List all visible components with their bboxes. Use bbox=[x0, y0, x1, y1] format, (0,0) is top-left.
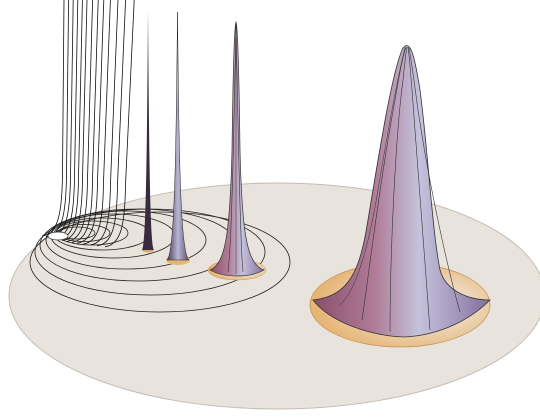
needle-line bbox=[82, 0, 111, 245]
needle-line bbox=[71, 0, 99, 243]
needle-line bbox=[61, 0, 88, 241]
needle-line bbox=[104, 0, 135, 248]
needle-line bbox=[53, 0, 79, 240]
needle-line bbox=[41, 0, 65, 237]
peak-small-2 bbox=[166, 11, 190, 265]
peak-medium bbox=[207, 20, 267, 281]
needle-line bbox=[57, 0, 83, 240]
needle-lines bbox=[41, 0, 135, 248]
needle-line bbox=[49, 0, 74, 239]
needle-line bbox=[96, 0, 126, 247]
peak-small-1 bbox=[142, 10, 154, 253]
needle-line bbox=[76, 0, 105, 244]
needle-line bbox=[45, 0, 69, 238]
light-spot bbox=[47, 231, 69, 241]
peak-large bbox=[309, 45, 491, 348]
needle-line bbox=[89, 0, 119, 246]
needle-line bbox=[66, 0, 93, 242]
